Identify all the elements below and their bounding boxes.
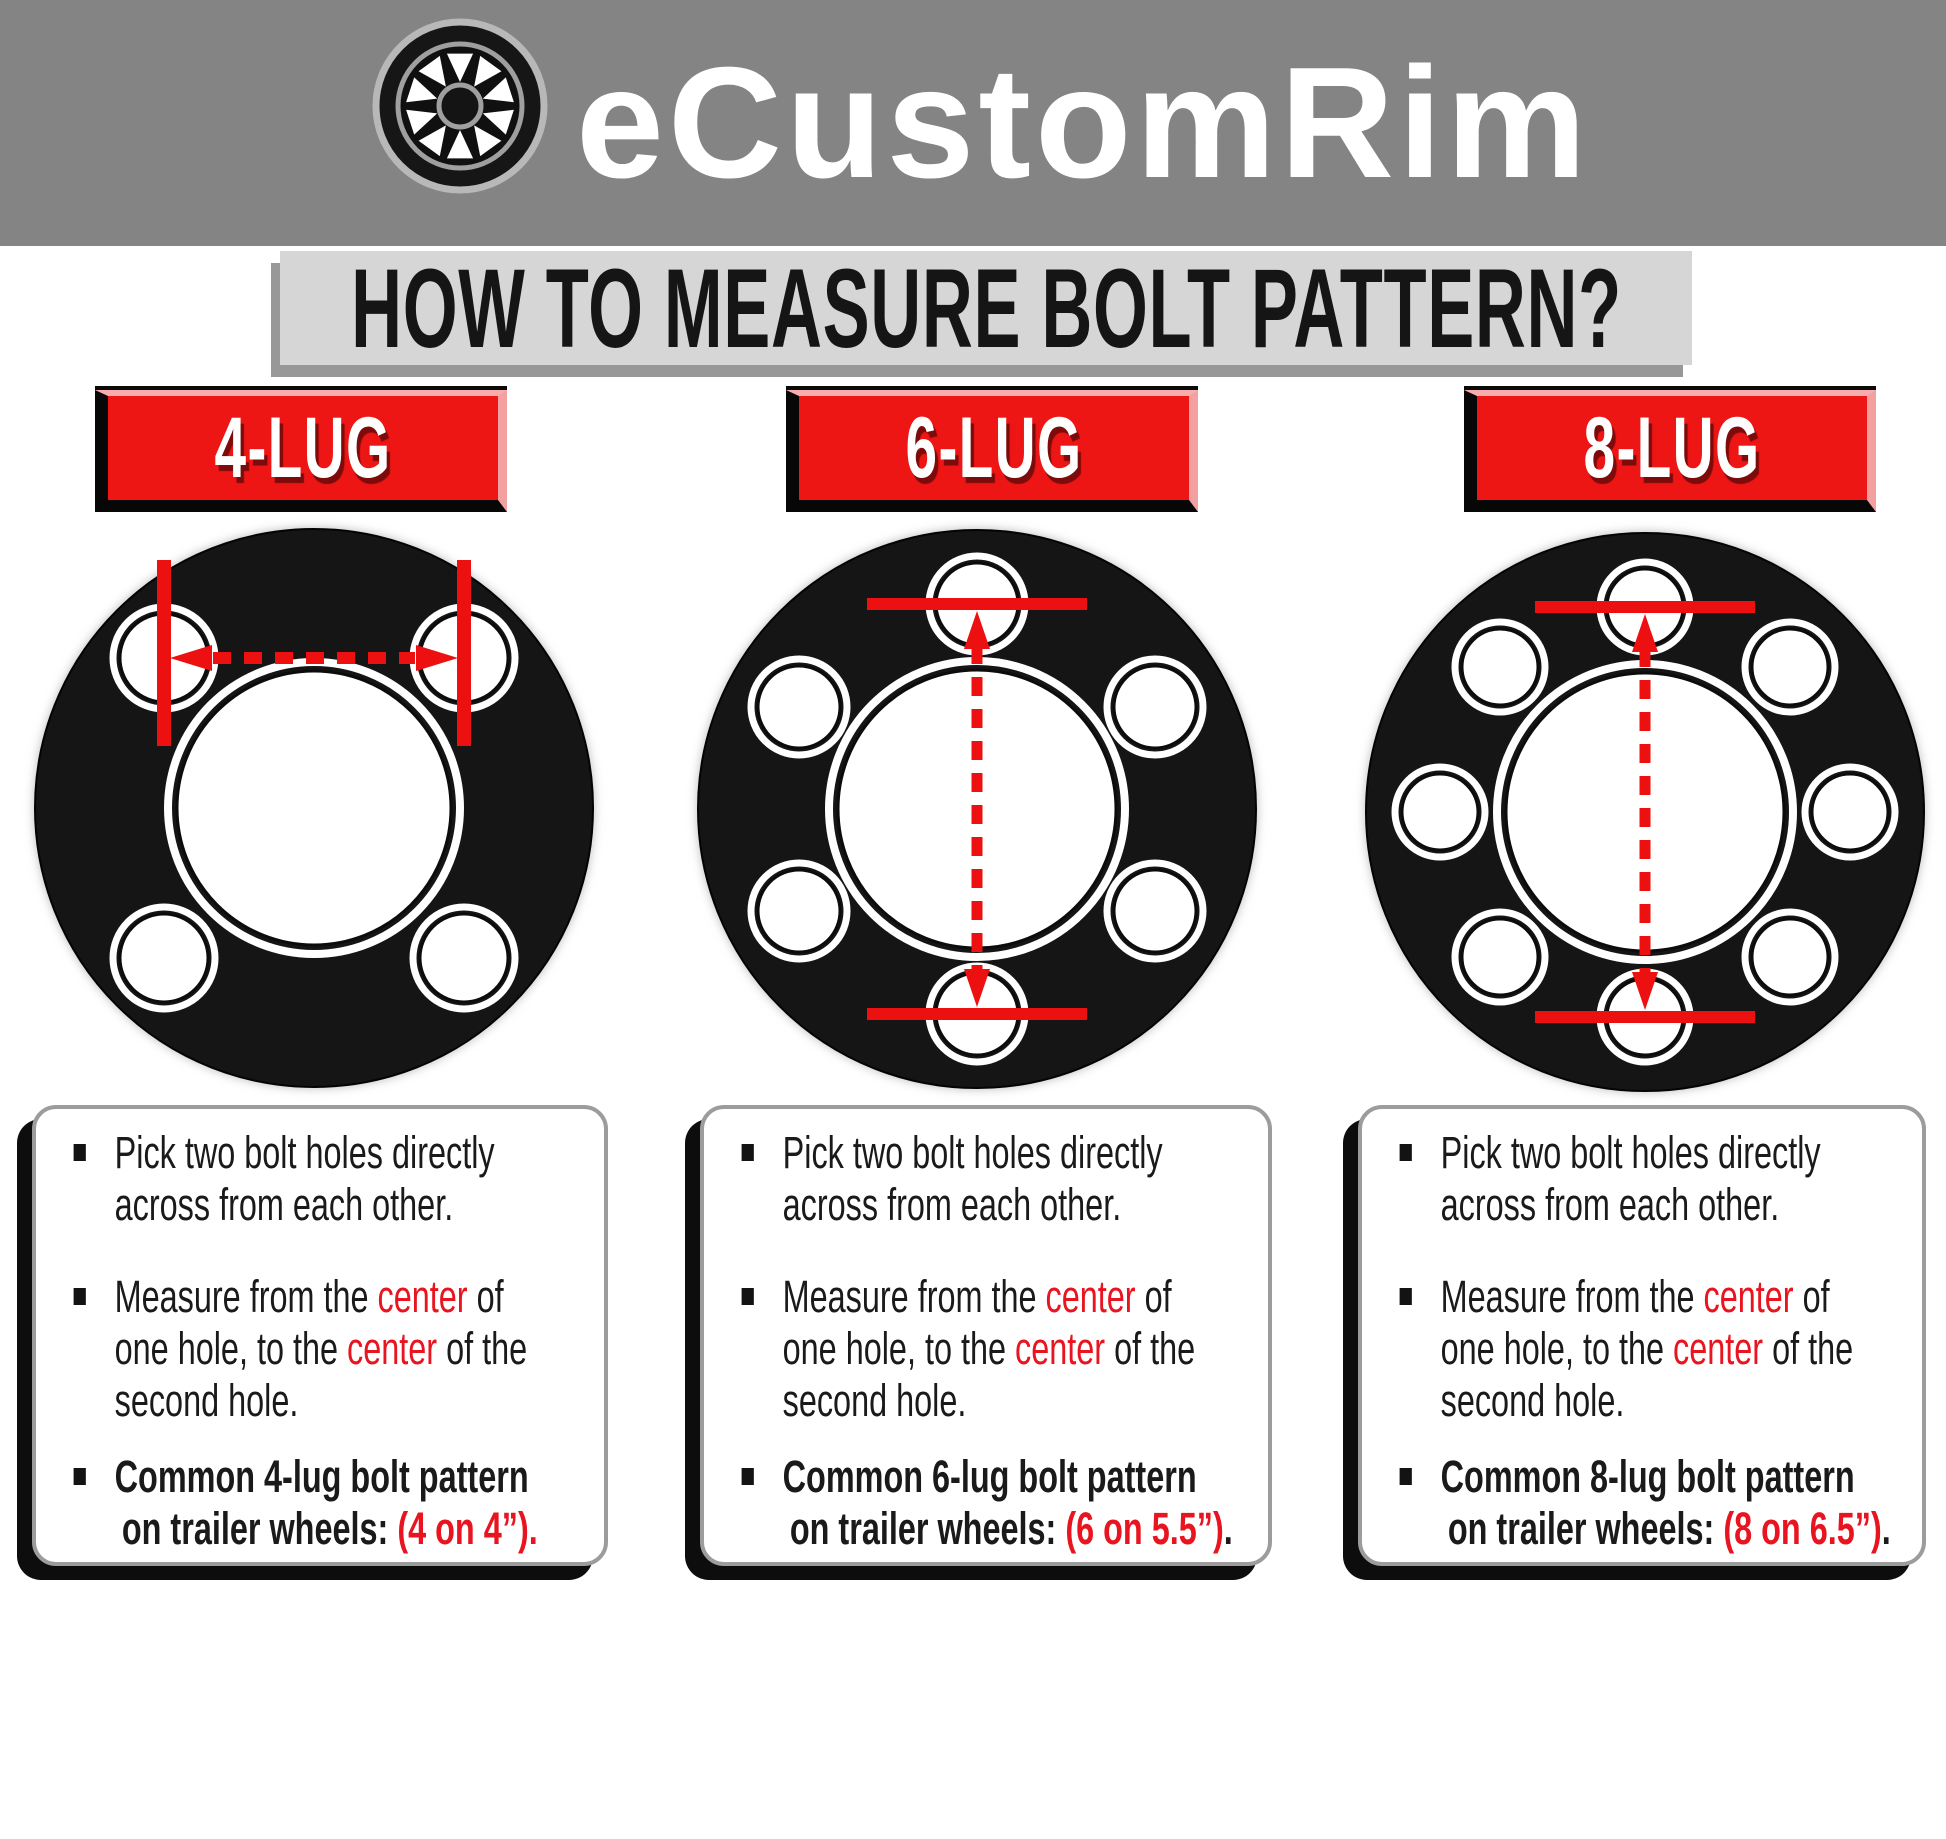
title-bar: HOW TO MEASURE BOLT PATTERN?	[280, 246, 1692, 371]
bullet-pick: Pick two bolt holes directly across from…	[70, 1127, 632, 1231]
lug-header-6lug-label: 6-LUG	[905, 399, 1083, 496]
bullet-common-pattern: Common 4-lug bolt pattern on trailer whe…	[70, 1451, 632, 1555]
grunge-texture	[0, 0, 1946, 246]
header-banner: eCustomRim	[0, 0, 1946, 246]
instructions-8lug: Pick two bolt holes directly across from…	[1358, 1105, 1926, 1566]
instructions-8lug-content: Pick two bolt holes directly across from…	[1396, 1127, 1946, 1555]
wheel-diagram-8lug	[1365, 532, 1925, 1092]
center-bore-hole	[164, 658, 464, 958]
wheel-diagram-6lug	[697, 529, 1257, 1089]
lug-header-8lug: 8-LUG	[1464, 390, 1876, 512]
measurement-arrows	[1535, 601, 1755, 1023]
bullet-common-pattern: Common 6-lug bolt pattern on trailer whe…	[738, 1451, 1300, 1555]
measurement-arrows	[157, 560, 471, 746]
lug-header-8lug-label: 8-LUG	[1583, 399, 1761, 496]
instructions-4lug: Pick two bolt holes directly across from…	[32, 1105, 608, 1566]
bullet-common-pattern: Common 8-lug bolt pattern on trailer whe…	[1396, 1451, 1946, 1555]
bullet-pick: Pick two bolt holes directly across from…	[738, 1127, 1300, 1231]
bullet-measure: Measure from the center of one hole, to …	[738, 1271, 1300, 1427]
page-title: HOW TO MEASURE BOLT PATTERN?	[350, 245, 1622, 371]
instructions-4lug-content: Pick two bolt holes directly across from…	[70, 1127, 632, 1555]
instructions-6lug-content: Pick two bolt holes directly across from…	[738, 1127, 1300, 1555]
lug-header-6lug: 6-LUG	[786, 390, 1198, 512]
lug-header-4lug-label: 4-LUG	[214, 399, 392, 496]
instructions-6lug: Pick two bolt holes directly across from…	[700, 1105, 1272, 1566]
wheel-logo-icon	[372, 18, 548, 194]
bullet-measure: Measure from the center of one hole, to …	[70, 1271, 632, 1427]
wheel-diagram-4lug	[34, 528, 594, 1088]
bolt-holes	[1391, 558, 1899, 1066]
bullet-pick: Pick two bolt holes directly across from…	[1396, 1127, 1946, 1231]
brand-name: eCustomRim	[576, 34, 1591, 211]
measurement-arrows	[867, 598, 1087, 1020]
bullet-measure: Measure from the center of one hole, to …	[1396, 1271, 1946, 1427]
bolt-holes	[747, 552, 1207, 1066]
lug-header-4lug: 4-LUG	[95, 390, 507, 512]
